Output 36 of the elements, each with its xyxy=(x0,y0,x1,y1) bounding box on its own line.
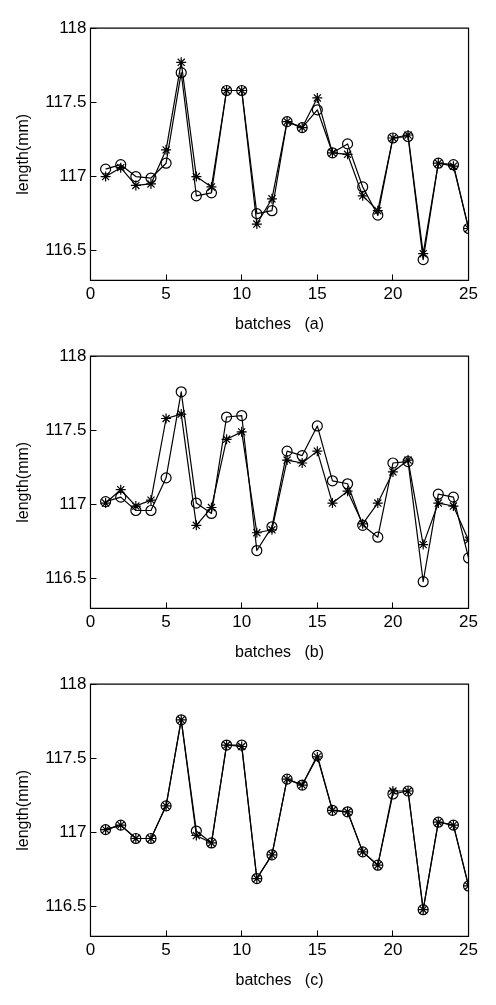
y-tick-label: 117.5 xyxy=(45,748,87,768)
x-axis-title: batches (a) xyxy=(235,314,324,332)
y-tick-label: 118 xyxy=(59,345,87,365)
x-tick-label: 15 xyxy=(307,612,327,632)
x-tick-label: 25 xyxy=(459,612,479,632)
y-axis-title: length(mm) xyxy=(14,113,32,195)
x-tick-label: 5 xyxy=(161,284,171,304)
x-tick-label: 20 xyxy=(383,940,403,960)
x-tick-label: 25 xyxy=(459,940,479,960)
x-tick-label: 15 xyxy=(307,940,327,960)
y-tick-label: 117 xyxy=(59,166,87,186)
y-tick-label: 116.5 xyxy=(45,240,87,260)
x-axis-title: batches (b) xyxy=(235,642,324,660)
y-tick-label: 116.5 xyxy=(45,896,87,916)
y-tick-label: 118 xyxy=(59,673,87,693)
y-tick-label: 117 xyxy=(59,822,87,842)
y-tick-label: 117.5 xyxy=(45,92,87,112)
x-tick-label: 0 xyxy=(85,612,96,632)
y-axis-title: length(mm) xyxy=(14,769,32,851)
y-tick-label: 117 xyxy=(59,494,87,514)
x-tick-label: 15 xyxy=(307,284,327,304)
x-tick-label: 25 xyxy=(459,284,479,304)
x-axis-title: batches (c) xyxy=(235,970,324,988)
x-tick-label: 20 xyxy=(383,612,403,632)
y-axis-title: length(mm) xyxy=(14,441,32,523)
y-tick-label: 117.5 xyxy=(45,420,87,440)
x-tick-label: 10 xyxy=(232,940,252,960)
x-tick-label: 0 xyxy=(85,940,96,960)
x-tick-label: 10 xyxy=(232,612,252,632)
x-tick-label: 5 xyxy=(161,940,171,960)
y-tick-label: 116.5 xyxy=(45,568,87,588)
y-tick-label: 118 xyxy=(59,17,87,37)
x-tick-label: 20 xyxy=(383,284,403,304)
x-tick-label: 0 xyxy=(85,284,96,304)
x-tick-label: 10 xyxy=(232,284,252,304)
x-tick-label: 5 xyxy=(161,612,171,632)
